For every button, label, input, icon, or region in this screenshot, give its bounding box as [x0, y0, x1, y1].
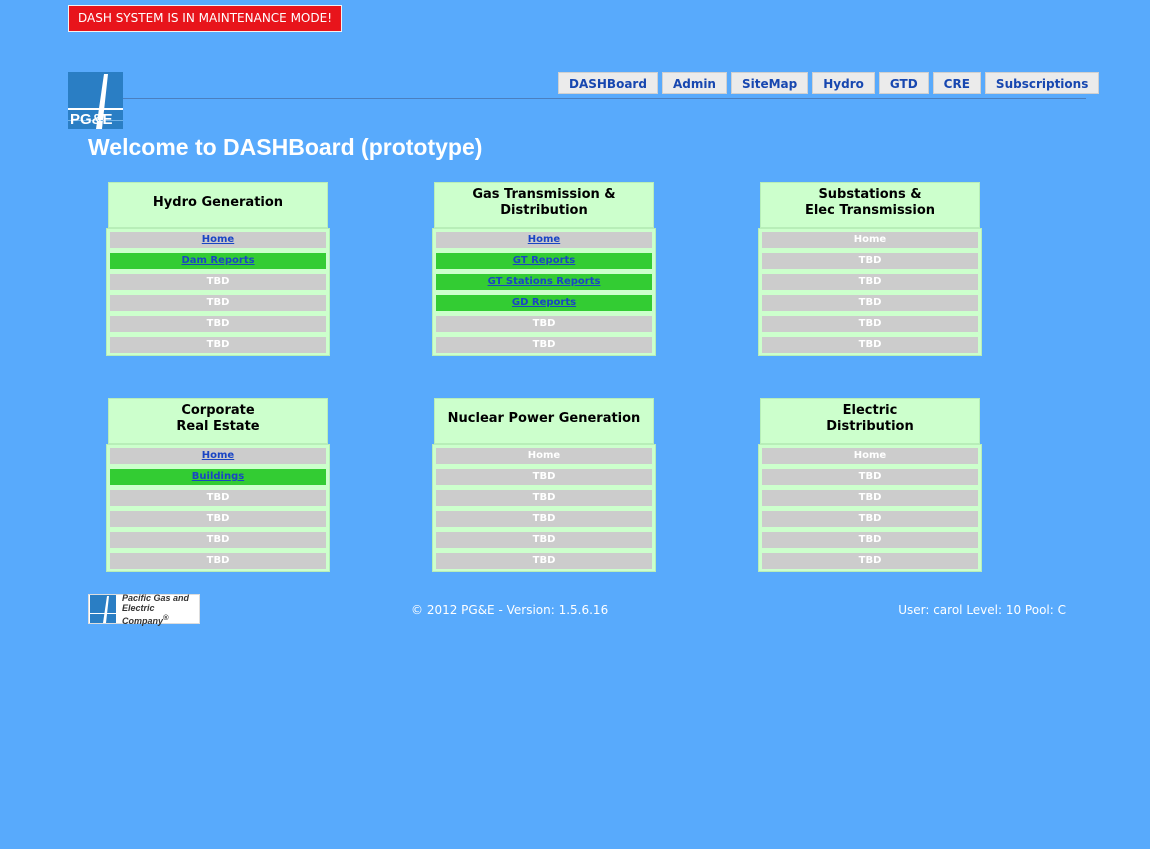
footer-logo: Pacific Gas and Electric Company® [88, 593, 200, 626]
panel-menu-item: TBD [762, 553, 978, 569]
top-nav: DASHBoard Admin SiteMap Hydro GTD CRE Su… [558, 72, 1100, 94]
panel-menu-item: TBD [762, 316, 978, 332]
panel-menu: Home Dam Reports TBD TBD TBD TBD [106, 228, 330, 356]
panel-title: Substations & Elec Transmission [760, 182, 980, 228]
panel-hydro-generation: Hydro Generation Home Dam Reports TBD TBD TBD… [106, 182, 330, 356]
panel-menu-item: TBD [110, 316, 326, 332]
panel-title: Gas Transmission & Distribution [434, 182, 654, 228]
maintenance-banner: DASH SYSTEM IS IN MAINTENANCE MODE! [68, 5, 342, 32]
panel-menu: Home TBD TBD TBD TBD TBD [758, 444, 982, 572]
panel-title-line: Gas Transmission & [472, 187, 616, 202]
panel-menu-item: TBD [110, 553, 326, 569]
panel-menu-item: TBD [762, 274, 978, 290]
panel-title-line: Corporate [181, 403, 255, 418]
panel-menu-item: TBD [436, 490, 652, 506]
panel-menu-item[interactable]: GT Reports [436, 253, 652, 269]
nav-dashboard[interactable]: DASHBoard [558, 72, 658, 94]
footer-logo-mark: ® [163, 612, 169, 622]
panel-menu-item[interactable]: Dam Reports [110, 253, 326, 269]
panel-menu: Home TBD TBD TBD TBD TBD [432, 444, 656, 572]
panel-title-line: Hydro Generation [152, 195, 284, 210]
nav-cre[interactable]: CRE [932, 72, 981, 94]
footer-logo-line1: Pacific Gas and [122, 592, 190, 603]
nav-sitemap[interactable]: SiteMap [730, 72, 809, 94]
pge-logo-icon[interactable]: PG&E [68, 72, 123, 129]
panel-menu-item: TBD [436, 469, 652, 485]
panel-title: Nuclear Power Generation [434, 398, 654, 444]
panel-menu-item: TBD [762, 295, 978, 311]
panel-menu-item: TBD [762, 532, 978, 548]
panel-menu: Home GT Reports GT Stations Reports GD Repo… [432, 228, 656, 356]
nav-subscriptions[interactable]: Subscriptions [984, 72, 1100, 94]
panel-menu-item: TBD [110, 295, 326, 311]
panel-menu-item: TBD [762, 337, 978, 353]
panel-menu-item[interactable]: Buildings [110, 469, 326, 485]
panel-title-line: Substations & [818, 187, 922, 202]
panel-menu-item: TBD [436, 337, 652, 353]
panel-menu-item: TBD [762, 511, 978, 527]
panel-menu-item[interactable]: Home [110, 448, 326, 464]
panel-menu-item[interactable]: GD Reports [436, 295, 652, 311]
panel-menu-item: Home [436, 448, 652, 464]
nav-divider [123, 98, 1086, 99]
page-title: Welcome to DASHBoard (prototype) [88, 134, 483, 160]
panel-menu: Home Buildings TBD TBD TBD TBD [106, 444, 330, 572]
panel-menu-item: TBD [110, 532, 326, 548]
panel-title-line: Real Estate [176, 419, 260, 434]
panel-menu-item: TBD [110, 490, 326, 506]
nav-gtd[interactable]: GTD [878, 72, 929, 94]
panel-menu-item: TBD [762, 253, 978, 269]
logo-text: PG&E [70, 111, 113, 128]
panel-menu-item[interactable]: GT Stations Reports [436, 274, 652, 290]
copyright: © 2012 PG&E - Version: 1.5.6.16 [411, 603, 609, 617]
panel-menu-item: Home [762, 232, 978, 248]
nav-hydro[interactable]: Hydro [812, 72, 875, 94]
panel-title-line: Distribution [500, 203, 588, 218]
panel-menu-item: TBD [110, 511, 326, 527]
panel-menu-item: TBD [110, 337, 326, 353]
pge-footer-logo-icon [90, 595, 116, 623]
panel-menu: Home TBD TBD TBD TBD TBD [758, 228, 982, 356]
panel-menu-item: TBD [436, 316, 652, 332]
panel-title-line: Elec Transmission [804, 203, 936, 218]
panel-substations: Substations & Elec Transmission Home TBD TBD… [758, 182, 982, 356]
panel-menu-item: TBD [436, 511, 652, 527]
panel-title-line: Electric [842, 403, 898, 418]
panel-nuclear-power: Nuclear Power Generation Home TBD TBD TBD TBD… [432, 398, 656, 572]
panel-menu-item[interactable]: Home [110, 232, 326, 248]
panel-title: Corporate Real Estate [108, 398, 328, 444]
panel-menu-item: TBD [436, 553, 652, 569]
panel-title: Hydro Generation [108, 182, 328, 228]
panel-menu-item: TBD [436, 532, 652, 548]
nav-admin[interactable]: Admin [661, 72, 727, 94]
panel-title-line: Distribution [826, 419, 914, 434]
panel-menu-item: TBD [762, 469, 978, 485]
panel-electric-distribution: Electric Distribution Home TBD TBD TBD TBD TBD [758, 398, 982, 572]
panel-title: Electric Distribution [760, 398, 980, 444]
user-info: User: carol Level: 10 Pool: C [898, 603, 1066, 617]
panel-menu-item[interactable]: Home [436, 232, 652, 248]
panel-menu-item: Home [762, 448, 978, 464]
footer-logo-line2: Electric Company [122, 602, 164, 626]
panel-menu-item: TBD [762, 490, 978, 506]
footer-logo-text: Pacific Gas and Electric Company® [122, 593, 199, 626]
panel-gas-transmission: Gas Transmission & Distribution Home GT Rep… [432, 182, 656, 356]
panel-title-line: Nuclear Power Generation [447, 411, 641, 426]
panel-menu-item: TBD [110, 274, 326, 290]
panel-corporate-real-estate: Corporate Real Estate Home Buildings TBD TBD T… [106, 398, 330, 572]
